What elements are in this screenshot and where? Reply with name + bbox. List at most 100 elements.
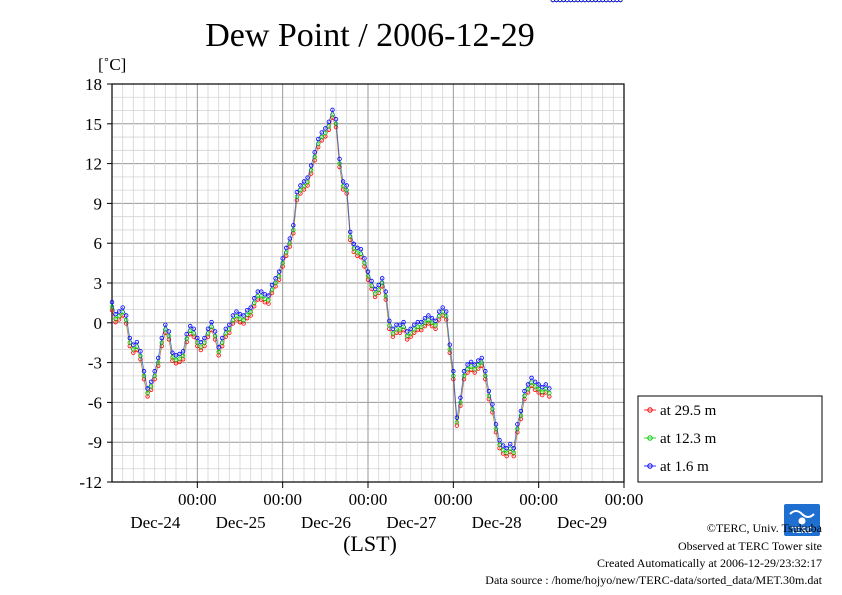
data-point	[479, 360, 484, 365]
data-point	[202, 335, 207, 341]
data-point	[173, 357, 179, 363]
data-point	[568, 0, 573, 3]
data-point	[312, 154, 317, 160]
data-point	[145, 386, 150, 391]
data-point	[113, 316, 118, 322]
data-point	[198, 344, 204, 349]
data-point	[579, 0, 584, 3]
data-point	[422, 315, 428, 321]
data-point	[237, 311, 243, 317]
data-point	[554, 0, 559, 3]
data-point	[543, 382, 548, 387]
data-point	[316, 141, 321, 146]
terc-logo: TERC	[784, 504, 820, 536]
credit-source: Data source : /home/hojyo/new/TERC-data/…	[485, 573, 822, 587]
data-point	[522, 393, 527, 398]
data-point	[518, 413, 524, 418]
data-point	[170, 355, 175, 360]
data-point	[454, 415, 460, 420]
data-point	[593, 0, 598, 3]
data-point	[433, 318, 438, 324]
data-point	[419, 319, 424, 325]
legend-swatch-marker	[647, 463, 653, 469]
data-point	[131, 347, 136, 352]
legend-swatch-marker	[647, 435, 653, 441]
data-point	[380, 280, 385, 286]
data-point	[472, 362, 477, 367]
data-point	[355, 245, 360, 251]
data-point	[348, 234, 353, 239]
legend-entry: at 29.5 m	[644, 403, 717, 419]
data-series	[109, 0, 623, 459]
legend-swatch-marker	[647, 407, 653, 413]
data-point	[433, 323, 438, 328]
data-point	[156, 360, 161, 365]
data-point	[166, 329, 172, 334]
data-point	[198, 339, 204, 345]
y-tick-label: 0	[94, 314, 103, 333]
data-point	[550, 0, 556, 3]
logo-wave-icon	[789, 510, 815, 518]
data-point	[472, 367, 477, 372]
data-point	[127, 335, 132, 341]
x-axis-ticks: 00:00 Dec-24 00:00 Dec-25 00:00 Dec-26 00:00 De…	[130, 482, 643, 532]
x-tick-time-label: 00:00	[263, 490, 302, 509]
data-point	[301, 179, 307, 184]
data-point	[511, 450, 516, 456]
data-point	[564, 0, 570, 3]
data-point	[180, 349, 186, 354]
data-point	[436, 309, 442, 314]
data-point	[180, 353, 186, 359]
data-point	[326, 119, 332, 125]
data-point	[504, 445, 509, 451]
data-point	[525, 386, 531, 392]
data-point	[131, 342, 136, 347]
data-point	[280, 256, 285, 261]
series-line	[111, 108, 550, 449]
data-point	[351, 241, 356, 247]
data-point	[508, 441, 513, 447]
y-tick-label: 12	[85, 155, 102, 174]
data-point	[159, 340, 164, 345]
data-point	[262, 292, 268, 297]
data-point	[383, 294, 388, 299]
data-point	[166, 333, 172, 339]
data-point	[401, 319, 406, 325]
data-point	[227, 322, 232, 327]
data-point	[404, 329, 410, 334]
data-point	[337, 156, 342, 162]
data-point	[216, 349, 221, 355]
y-tick-label: -12	[79, 473, 102, 492]
data-point	[220, 335, 225, 341]
data-point	[241, 313, 246, 318]
data-point	[177, 356, 182, 361]
data-point	[387, 318, 392, 324]
data-point	[124, 317, 129, 323]
data-point	[152, 369, 157, 374]
data-point	[547, 390, 552, 396]
legend-box	[637, 395, 823, 483]
data-point	[465, 367, 470, 372]
x-tick-date-label: Dec-28	[472, 513, 522, 532]
data-point	[266, 293, 271, 298]
data-point	[212, 333, 218, 339]
credit-created: Created Automatically at 2006-12-29/23:3…	[597, 556, 822, 570]
data-point	[145, 390, 150, 396]
data-point	[308, 163, 314, 168]
data-point	[308, 168, 314, 173]
data-point	[561, 0, 566, 3]
series-line	[111, 116, 550, 457]
y-tick-label: 9	[94, 194, 103, 213]
x-tick-date-label: Dec-25	[216, 513, 266, 532]
x-tick-time-label: 00:00	[519, 490, 558, 509]
y-tick-label: -6	[88, 393, 102, 412]
data-point	[515, 426, 520, 432]
data-point	[141, 369, 147, 374]
data-point	[316, 136, 321, 142]
data-point	[340, 179, 346, 184]
data-point	[444, 313, 449, 319]
data-point	[536, 382, 541, 387]
data-point	[372, 286, 378, 292]
data-point	[326, 124, 332, 129]
